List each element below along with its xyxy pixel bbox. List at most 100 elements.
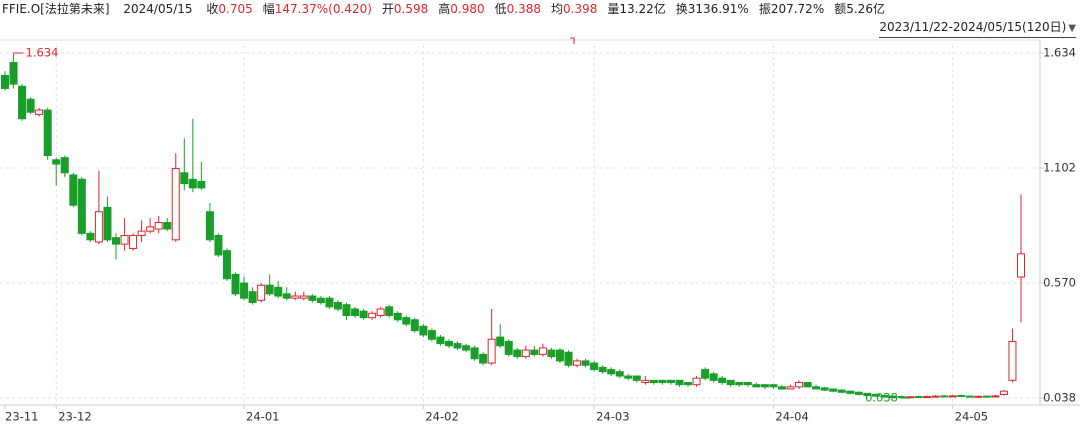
candle-body [26,98,35,113]
candle-body [479,353,488,364]
y-tick-label: 0.570 [1043,276,1076,290]
candle-body [393,312,402,321]
candle-body [43,109,52,156]
candle-body [863,392,872,396]
candle-body [573,360,582,366]
x-tick-label: 23-12 [58,410,91,424]
quote-header: FFIE.O[法拉第未来] 2024/05/15 收0.705 幅147.37%(… [2,0,885,18]
candle-body [359,310,368,319]
candle-body [163,222,172,230]
candle-body [513,349,522,358]
candle-body [214,234,223,256]
stat-label: 量 [607,2,620,16]
range-selector[interactable]: 2023/11/22-2024/05/15(120日) ▼ [879,19,1076,38]
stat-label: 幅 [262,2,275,16]
candle-body [368,312,377,319]
candle-body [880,394,889,398]
candle-body [521,349,530,358]
dropdown-icon: ▼ [1068,23,1076,34]
candle-body [9,62,18,85]
stat-value: 147.37%(0.420) [274,2,372,16]
candle-body [52,159,61,165]
stat-value: 0.398 [563,2,598,16]
candle-body [675,379,684,386]
stat-value: 0.980 [450,2,485,16]
candle-body [948,395,957,398]
candle-body [154,222,163,230]
candle-body [1017,253,1025,278]
candle-body [803,382,812,388]
stat-label: 换 [675,2,688,16]
candle-body [777,386,786,390]
candle-body [829,388,838,392]
candle-body [999,390,1008,395]
candle-body [812,386,821,390]
x-tick-label: 24-04 [775,410,808,424]
candle-body [701,369,710,379]
candle-body [18,85,27,120]
candle-body [103,206,112,241]
candle-body [86,232,95,241]
stat-value: 3136.91% [687,2,749,16]
x-tick-label: 24-01 [246,410,279,424]
symbol: FFIE.O[法拉第未来] [2,2,110,16]
candle-body [666,379,675,384]
candle-body [632,375,641,381]
candle-body [752,384,761,388]
date: 2024/05/15 [123,2,193,16]
candle-body [726,379,735,386]
candle-body [607,369,616,375]
candle-body [487,338,496,364]
candle-body [1,74,9,89]
stat-label: 开 [381,2,394,16]
candle-body [188,178,197,189]
candle-body [171,167,180,241]
candle-body [581,360,590,366]
candle-body [820,387,829,391]
candle-body [316,297,325,304]
stat-label: 收 [206,2,219,16]
candle-body [957,394,966,397]
candle-body [888,395,897,399]
candle-body [718,377,727,384]
candle-body [564,351,573,366]
x-tick-label: 24-02 [425,410,458,424]
candle-body [854,391,863,395]
candle-body [590,362,599,371]
candle-body [94,211,103,243]
candle-body [197,180,206,189]
candle-body [547,349,556,358]
candle-body [402,317,411,325]
max-label: 1.634 [26,46,59,60]
candle-body [265,284,274,295]
candle-body [709,373,718,381]
candle-body [923,396,932,399]
candle-body [470,347,479,360]
candle-body [530,349,539,355]
stat-value: 0.705 [218,2,253,16]
candle-body [325,297,334,308]
candle-body [786,386,795,390]
candle-body [410,319,419,332]
candle-body [760,384,769,388]
candle-body [684,382,693,386]
candle-body [974,395,983,398]
candle-body [538,347,547,355]
candle-body [649,379,658,384]
x-tick-label: 24-05 [955,410,988,424]
stat-value: 207.72% [770,2,825,16]
candle-body [205,211,214,241]
stat-value: 0.388 [506,2,542,16]
candle-body [248,291,257,304]
stat-value: 5.26亿 [846,2,885,16]
candle-body [385,306,394,316]
stat-label: 振 [758,2,771,16]
y-tick-label: 0.038 [1043,391,1076,405]
candle-body [735,382,744,386]
range-label: 2023/11/22-2024/05/15(120日) [879,20,1067,34]
candle-body [743,382,752,386]
candle-body [504,340,513,355]
candle-body [615,371,624,377]
